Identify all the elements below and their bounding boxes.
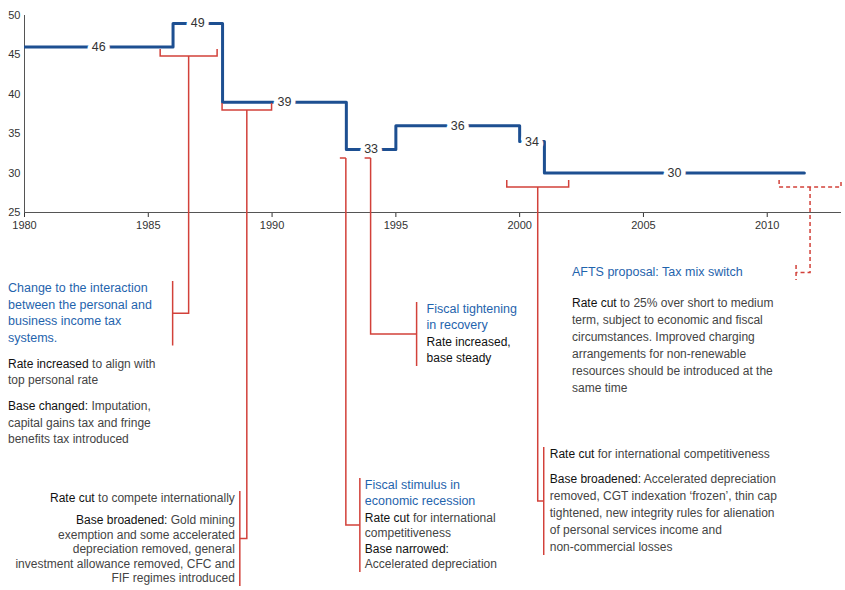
svg-text:resources should be introduced: resources should be introduced at the — [572, 364, 773, 378]
svg-text:depreciation removed, general: depreciation removed, general — [73, 542, 235, 556]
svg-text:2005: 2005 — [631, 219, 655, 231]
svg-text:circumstances. Improved chargi: circumstances. Improved charging — [572, 330, 755, 344]
svg-text:30: 30 — [8, 167, 20, 179]
svg-text:39: 39 — [278, 95, 292, 109]
svg-text:1985: 1985 — [136, 219, 160, 231]
svg-text:40: 40 — [8, 88, 20, 100]
svg-text:capital gains tax and fringe: capital gains tax and fringe — [8, 416, 151, 430]
svg-text:business income tax: business income tax — [8, 314, 122, 328]
svg-text:Rate cut for international com: Rate cut for international competitivene… — [550, 447, 770, 461]
svg-text:36: 36 — [451, 119, 465, 133]
svg-text:Rate increased,: Rate increased, — [427, 335, 511, 349]
svg-text:46: 46 — [92, 40, 106, 54]
svg-text:same time: same time — [572, 381, 628, 395]
svg-text:Rate increased to align with: Rate increased to align with — [8, 357, 155, 371]
svg-text:Rate cut for international: Rate cut for international — [365, 511, 496, 525]
svg-text:1995: 1995 — [384, 219, 408, 231]
svg-text:in recovery: in recovery — [427, 318, 489, 332]
svg-text:Accelerated depreciation: Accelerated depreciation — [365, 557, 497, 571]
svg-text:systems.: systems. — [8, 331, 57, 345]
svg-text:Rate cut to 25% over short to: Rate cut to 25% over short to medium — [572, 296, 773, 310]
svg-text:non-commercial losses: non-commercial losses — [550, 540, 673, 554]
svg-text:FIF regimes introduced: FIF regimes introduced — [111, 571, 234, 585]
svg-text:arrangements for non-renewable: arrangements for non-renewable — [572, 347, 746, 361]
svg-text:30: 30 — [667, 166, 681, 180]
svg-text:base steady: base steady — [427, 351, 492, 365]
svg-text:Change to the interaction: Change to the interaction — [8, 281, 148, 295]
svg-text:2010: 2010 — [755, 219, 779, 231]
svg-text:between the personal and: between the personal and — [8, 298, 152, 312]
svg-text:competitiveness: competitiveness — [365, 526, 451, 540]
svg-text:of personal services income an: of personal services income and — [550, 523, 722, 537]
svg-text:investment allowance removed,: investment allowance removed, CFC and — [15, 557, 234, 571]
svg-text:Base changed: Imputation,: Base changed: Imputation, — [8, 399, 151, 413]
svg-text:49: 49 — [191, 16, 205, 30]
svg-text:term, subject to economic and: term, subject to economic and fiscal — [572, 313, 763, 327]
svg-text:Fiscal stimulus in: Fiscal stimulus in — [365, 478, 460, 492]
svg-text:Base broadened: Gold mining: Base broadened: Gold mining — [76, 513, 235, 527]
svg-text:Rate cut to compete internatio: Rate cut to compete internationally — [50, 491, 235, 505]
svg-text:Base narrowed:: Base narrowed: — [365, 542, 449, 556]
svg-text:50: 50 — [8, 9, 20, 21]
svg-text:1990: 1990 — [260, 219, 284, 231]
svg-text:35: 35 — [8, 127, 20, 139]
svg-text:25: 25 — [8, 206, 20, 218]
svg-text:2000: 2000 — [507, 219, 531, 231]
svg-text:benefits tax introduced: benefits tax introduced — [8, 432, 129, 446]
svg-text:45: 45 — [8, 48, 20, 60]
svg-text:top personal rate: top personal rate — [8, 373, 98, 387]
svg-text:1980: 1980 — [12, 219, 36, 231]
svg-text:exemption and some accelerated: exemption and some accelerated — [58, 528, 235, 542]
svg-text:Fiscal tightening: Fiscal tightening — [427, 302, 517, 316]
svg-text:Base broadened: Accelerated de: Base broadened: Accelerated depreciation — [550, 472, 776, 486]
svg-text:tightened, new integrity rules: tightened, new integrity rules for alien… — [550, 506, 775, 520]
svg-text:economic recession: economic recession — [365, 494, 476, 508]
svg-text:33: 33 — [364, 142, 378, 156]
svg-text:removed, CGT indexation ‘froze: removed, CGT indexation ‘frozen’, thin c… — [550, 489, 778, 503]
svg-text:34: 34 — [525, 135, 539, 149]
svg-text:AFTS proposal: Tax mix switch: AFTS proposal: Tax mix switch — [572, 265, 743, 279]
